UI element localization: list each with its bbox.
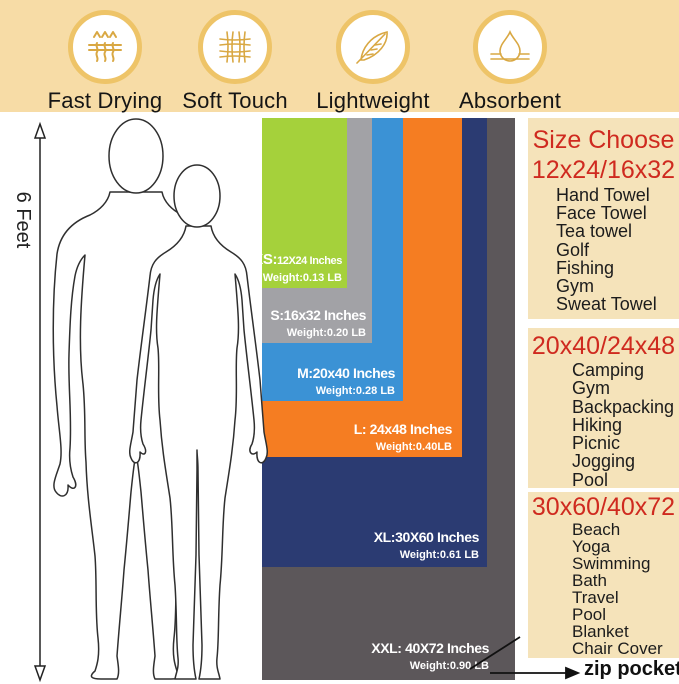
list-item: Golf — [556, 239, 590, 260]
height-label: 6 Feet — [12, 191, 34, 249]
list-item: Hand Towel — [556, 185, 650, 205]
list-item: Bath — [572, 571, 607, 590]
size-group-items: Camping Gym Backpacking Hiking Picnic Jo… — [528, 361, 679, 489]
feature-fast-drying: Fast Drying — [37, 10, 173, 114]
list-item: Backpacking — [572, 396, 675, 417]
size-guide-block-large: 30x60/40x72 Beach Yoga Swimming Bath Tra… — [528, 492, 679, 658]
list-item: Chair Cover — [572, 639, 663, 658]
list-item: Swimming — [572, 554, 651, 573]
list-item: Pool — [572, 469, 609, 490]
fast-drying-icon — [68, 10, 142, 84]
woman-outline-figure — [129, 164, 268, 680]
zip-pocket-label: zip pocket — [584, 658, 679, 680]
droplet-icon — [473, 10, 547, 84]
list-item: Jogging — [572, 451, 636, 472]
list-item: Beach — [572, 520, 621, 539]
towel-label-xl: XL:30X60 Inches Weight:0.61 LB — [373, 529, 480, 561]
size-guide-block-small: Size Choose 12x24/16x32 Hand Towel Face … — [528, 118, 679, 319]
list-item: Gym — [556, 276, 594, 297]
man-outline-figure — [52, 118, 220, 680]
size-group-heading: 12x24/16x32 — [531, 156, 676, 184]
list-item: Travel — [572, 588, 619, 607]
list-item: Hiking — [572, 414, 623, 435]
towel-label-m: M:20x40 Inches Weight:0.28 LB — [297, 365, 395, 397]
feature-soft-touch: Soft Touch — [167, 10, 303, 114]
feature-label: Fast Drying — [47, 88, 163, 113]
soft-touch-icon — [198, 10, 272, 84]
list-item: Blanket — [572, 622, 629, 641]
size-guide-block-medium: 20x40/24x48 Camping Gym Backpacking Hiki… — [528, 328, 679, 489]
feature-absorbent: Absorbent — [442, 10, 578, 114]
list-item: Face Towel — [556, 203, 647, 224]
list-item: Picnic — [572, 433, 621, 454]
towel-rect-xs: XS:12X24 Inches Weight:0.13 LB — [253, 118, 347, 288]
size-group-heading: 30x60/40x72 — [531, 493, 676, 521]
list-item: Gym — [572, 378, 610, 399]
feature-lightweight: Lightweight — [305, 10, 441, 114]
towel-label-xs: XS:12X24 Inches Weight:0.13 LB — [253, 251, 342, 284]
list-item: Fishing — [556, 257, 615, 278]
feature-label: Absorbent — [458, 88, 562, 113]
feature-label: Lightweight — [316, 88, 430, 113]
size-group-heading: 20x40/24x48 — [531, 332, 676, 360]
features-band: Fast Drying Soft Touch Lightweight — [0, 0, 679, 114]
size-guide-title: Size Choose — [532, 126, 675, 154]
feather-icon — [336, 10, 410, 84]
towel-label-xxl: XXL: 40X72 Inches Weight:0.90 LB — [371, 640, 489, 672]
height-measure-arrow — [33, 121, 47, 683]
towel-label-l: L: 24x48 Inches Weight:0.40LB — [353, 421, 453, 453]
list-item: Sweat Towel — [556, 294, 657, 315]
list-item: Yoga — [572, 537, 611, 556]
size-group-items: Beach Yoga Swimming Bath Travel Pool Bla… — [528, 521, 679, 657]
list-item: Camping — [572, 360, 645, 380]
list-item: Pool — [572, 605, 607, 624]
size-group-items: Hand Towel Face Towel Tea towel Golf Fis… — [528, 185, 679, 315]
feature-label: Soft Touch — [182, 88, 288, 113]
towel-label-s: S:16x32 Inches Weight:0.20 LB — [270, 307, 366, 339]
list-item: Tea towel — [556, 221, 633, 242]
